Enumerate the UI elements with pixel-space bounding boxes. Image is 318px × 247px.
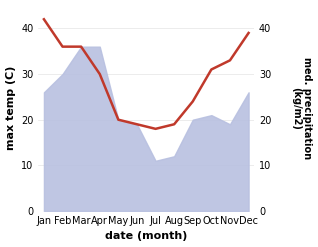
Y-axis label: max temp (C): max temp (C) bbox=[5, 66, 16, 150]
Y-axis label: med. precipitation
(kg/m2): med. precipitation (kg/m2) bbox=[291, 57, 313, 159]
X-axis label: date (month): date (month) bbox=[105, 231, 187, 242]
